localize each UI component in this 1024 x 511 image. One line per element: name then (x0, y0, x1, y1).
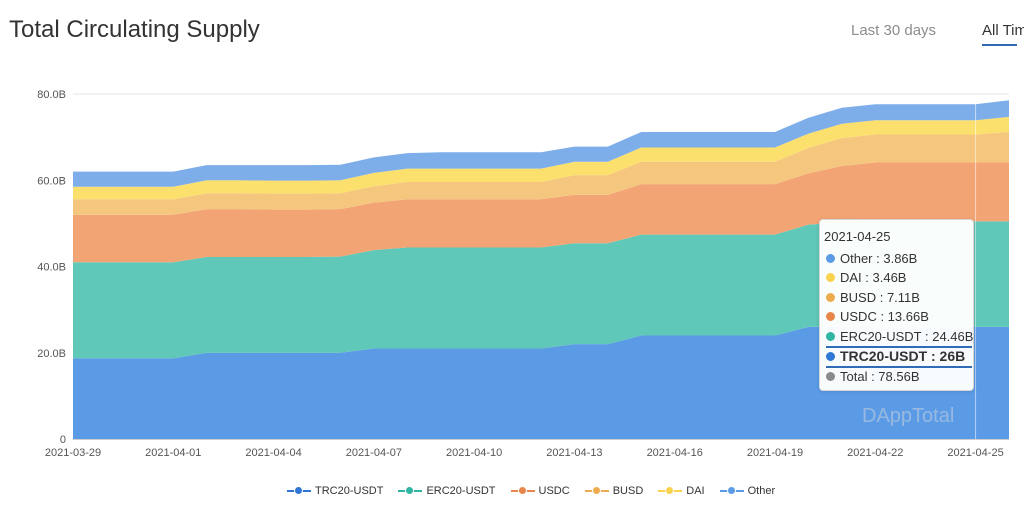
x-tick-label: 2021-04-22 (847, 447, 903, 459)
series-dot-icon (826, 371, 835, 381)
tooltip-row: DAI : 3.46B (826, 269, 906, 287)
series-dot-icon (826, 312, 835, 321)
area-usdc[interactable] (73, 162, 1009, 263)
legend-item-usdc[interactable]: USDC (510, 485, 570, 497)
tooltip-row-text: BUSD : 7.11B (840, 289, 920, 305)
tooltip-row-text: USDC : 13.66B (840, 309, 929, 324)
tooltip-row: TRC20-USDT : 26B (826, 347, 965, 365)
legend-item-erc20-usdt[interactable]: ERC20-USDT (398, 485, 496, 497)
legend-marker-icon (287, 486, 311, 496)
x-tick-label: 2021-04-04 (245, 447, 301, 459)
series-dot-icon (826, 253, 835, 263)
legend-item-busd[interactable]: BUSD (584, 485, 644, 497)
active-tab-indicator (982, 44, 1017, 46)
legend-item-other[interactable]: Other (719, 485, 776, 497)
y-tick-label: 60.0B (37, 175, 66, 187)
y-tick-label: 20.0B (37, 348, 66, 360)
y-tick-label: 0 (60, 434, 66, 446)
chart-legend: TRC20-USDT ERC20-USDT USDC BUSD DAI Other (287, 485, 790, 497)
x-tick-label: 2021-04-16 (647, 447, 703, 459)
dapptotal-watermark: DAppTotal (862, 405, 954, 427)
series-dot-icon (826, 351, 835, 361)
x-tick-label: 2021-04-01 (145, 447, 201, 459)
legend-marker-icon (584, 486, 609, 496)
x-tick-label: 2021-04-07 (346, 447, 402, 459)
area-erc20-usdt[interactable] (73, 221, 1009, 359)
area-dai[interactable] (73, 116, 1009, 200)
tooltip-highlight-line (826, 346, 972, 348)
stacked-area-chart: 0 20.0B 40.0B 60.0B 80.0B 2021-03-29 2021-04-… (37, 89, 1009, 459)
chart-tooltip: 2021-04-25 Other : 3.86B DAI : 3.46B BUSD … (819, 219, 974, 391)
tooltip-date: 2021-04-25 (824, 229, 891, 244)
area-busd[interactable] (73, 131, 1009, 215)
legend-label: USDC (538, 485, 570, 497)
legend-marker-icon (510, 486, 535, 496)
tooltip-row-text: Total : 78.56B (840, 368, 920, 384)
y-tick-label: 40.0B (37, 262, 66, 274)
tooltip-highlight-line (826, 366, 972, 368)
legend-label: TRC20-USDT (315, 485, 384, 497)
legend-marker-icon (398, 486, 423, 496)
x-tick-label: 2021-04-25 (947, 447, 1003, 459)
tooltip-row: Total : 78.56B (826, 367, 920, 385)
series-dot-icon (826, 331, 835, 341)
tooltip-row: USDC : 13.66B (826, 308, 929, 326)
legend-marker-icon (719, 486, 744, 496)
legend-label: BUSD (612, 485, 644, 497)
y-tick-label: 80.0B (37, 89, 66, 101)
x-tick-label: 2021-03-29 (45, 447, 101, 459)
series-dot-icon (826, 292, 835, 302)
axes: 2021-03-29 2021-04-01 2021-04-04 2021-04-07… (45, 439, 1009, 459)
x-tick-label: 2021-04-13 (546, 447, 602, 459)
tooltip-row-text: Other : 3.86B (840, 250, 918, 266)
area-trc20-usdt[interactable] (73, 326, 1009, 439)
x-tick-label: 2021-04-10 (446, 447, 502, 459)
tooltip-row-text: TRC20-USDT : 26B (840, 348, 966, 364)
legend-item-dai[interactable]: DAI (658, 485, 705, 497)
legend-item-trc20-usdt[interactable]: TRC20-USDT (287, 485, 383, 497)
tooltip-row: ERC20-USDT : 24.46B (826, 327, 973, 345)
x-tick-label: 2021-04-19 (747, 447, 803, 459)
area-other[interactable] (73, 100, 1009, 187)
tooltip-row: BUSD : 7.11B (826, 288, 920, 306)
legend-marker-icon (658, 486, 683, 496)
legend-label: DAI (686, 485, 705, 497)
tab-last-30-days[interactable]: Last 30 days (851, 22, 937, 39)
tooltip-row: Other : 3.86B (826, 249, 917, 267)
tab-all-time[interactable]: All Time (982, 22, 1024, 39)
series-dot-icon (826, 273, 835, 282)
legend-label: ERC20-USDT (426, 485, 496, 497)
area-series (73, 100, 1009, 439)
page-title: Total Circulating Supply (9, 16, 260, 43)
tooltip-row-text: DAI : 3.46B (840, 270, 907, 285)
tooltip-row-text: ERC20-USDT : 24.46B (840, 328, 974, 344)
legend-label: Other (747, 485, 776, 497)
